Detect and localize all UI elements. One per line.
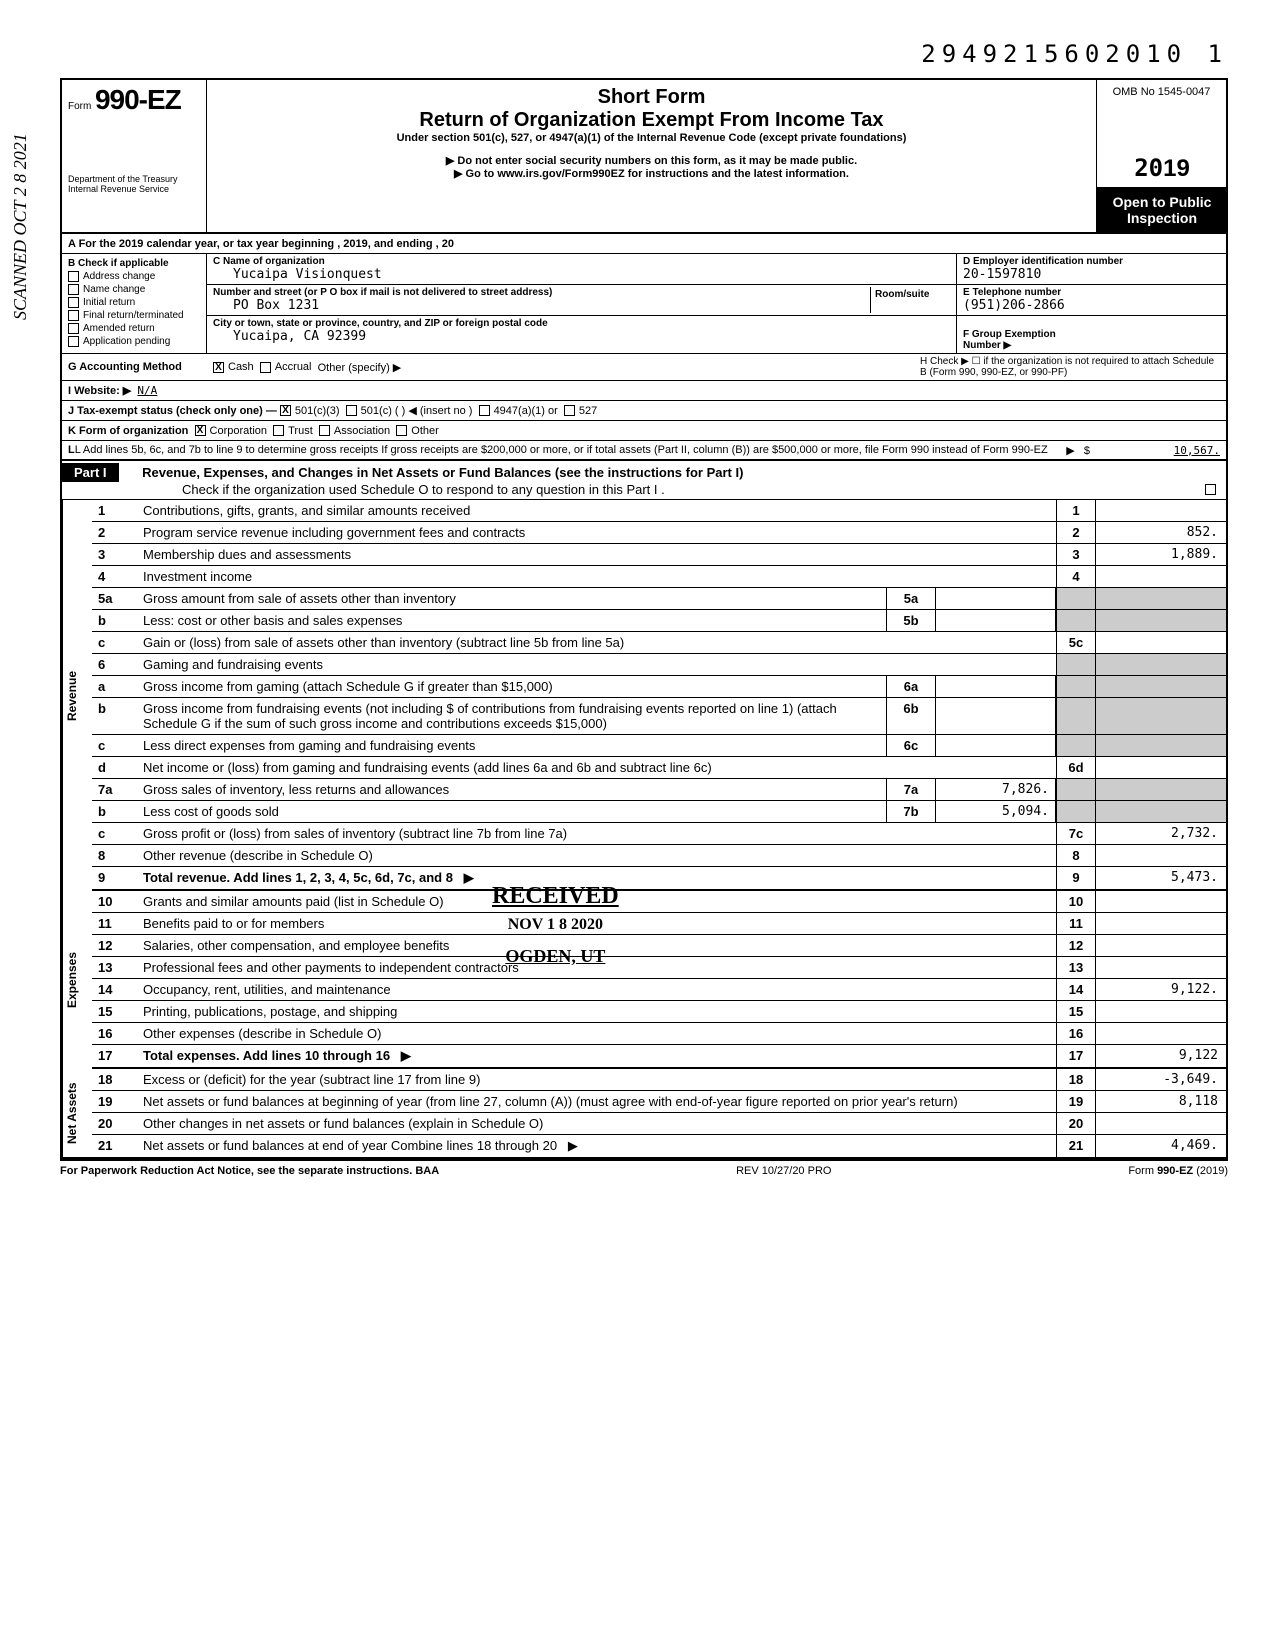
addr-value: PO Box 1231 <box>233 298 870 313</box>
right-id-section: D Employer identification number 20-1597… <box>956 254 1226 353</box>
ein-value: 20-1597810 <box>963 267 1220 282</box>
dept-text: Department of the Treasury Internal Reve… <box>68 174 200 194</box>
footer-mid: REV 10/27/20 PRO <box>736 1165 831 1177</box>
phone-value: (951)206-2866 <box>963 298 1220 313</box>
check-accrual[interactable] <box>260 362 271 373</box>
check-assoc[interactable] <box>319 425 330 436</box>
form-small-label: Form <box>68 101 91 112</box>
check-501c3[interactable] <box>280 405 291 416</box>
check-pending[interactable]: Application pending <box>68 336 200 347</box>
l-val: 10,567. <box>1090 444 1220 457</box>
ein-row: D Employer identification number 20-1597… <box>957 254 1226 285</box>
line-k: K Form of organization Corporation Trust… <box>60 421 1228 441</box>
main-title: Return of Organization Exempt From Incom… <box>217 109 1086 132</box>
year-box: 20201919 <box>1097 150 1227 188</box>
addr-label: Number and street (or P O box if mail is… <box>213 287 870 298</box>
check-cash[interactable] <box>213 362 224 373</box>
org-name-row: C Name of organization Yucaipa Visionque… <box>207 254 956 285</box>
i-label: I Website: ▶ <box>68 384 131 397</box>
org-name: Yucaipa Visionquest <box>233 267 950 282</box>
scanned-stamp: SCANNED OCT 2 8 2021 <box>10 133 31 320</box>
d-label: D Employer identification number <box>963 256 1220 267</box>
instruction-1: ▶ Do not enter social security numbers o… <box>217 154 1086 167</box>
website: N/A <box>137 384 157 397</box>
room-label: Room/suite <box>875 289 946 300</box>
form-number: 990-EZ <box>95 84 181 115</box>
form-label-box: Form 990-EZ <box>62 80 207 150</box>
revenue-section: Revenue 1Contributions, gifts, grants, a… <box>60 500 1228 891</box>
g-label: G Accounting Method <box>68 361 213 373</box>
instruction-box: ▶ Do not enter social security numbers o… <box>207 150 1096 232</box>
check-amended[interactable]: Amended return <box>68 323 200 334</box>
check-column-b: B Check if applicable Address change Nam… <box>62 254 207 353</box>
header-row-1: Form 990-EZ Short Form Return of Organiz… <box>60 78 1228 150</box>
check-final[interactable]: Final return/terminated <box>68 310 200 321</box>
check-name[interactable]: Name change <box>68 284 200 295</box>
k-label: K Form of organization <box>68 425 188 437</box>
footer: For Paperwork Reduction Act Notice, see … <box>60 1159 1228 1181</box>
j-label: J Tax-exempt status (check only one) — <box>68 405 277 417</box>
expenses-side-label: Expenses <box>62 891 92 1069</box>
open-to-public: Open to Public Inspection <box>1097 188 1227 232</box>
instruction-2: ▶ Go to www.irs.gov/Form990EZ for instru… <box>217 167 1086 180</box>
check-trust[interactable] <box>273 425 284 436</box>
part1-label: Part I <box>62 463 119 482</box>
subtitle: Under section 501(c), 527, or 4947(a)(1)… <box>217 132 1086 144</box>
expenses-section: Expenses 10Grants and similar amounts pa… <box>60 891 1228 1069</box>
dept-box: Department of the Treasury Internal Reve… <box>62 150 207 232</box>
omb-box: OMB No 1545-0047 <box>1096 80 1226 150</box>
footer-right: Form 990-EZ (2019) <box>1128 1165 1228 1177</box>
b-label: B Check if applicable <box>68 258 200 269</box>
line-j: J Tax-exempt status (check only one) — 5… <box>60 401 1228 421</box>
f-label: F Group Exemption Number ▶ <box>963 329 1056 351</box>
right-header-col: 20201919 Open to Public Inspection <box>1096 150 1226 232</box>
name-section: C Name of organization Yucaipa Visionque… <box>207 254 956 353</box>
check-address[interactable]: Address change <box>68 271 200 282</box>
part1-header: Part I Revenue, Expenses, and Changes in… <box>60 461 1228 500</box>
part1-check-text: Check if the organization used Schedule … <box>182 482 665 497</box>
top-number: 2949215602010 1 <box>60 40 1228 68</box>
footer-left: For Paperwork Reduction Act Notice, see … <box>60 1165 439 1177</box>
e-label: E Telephone number <box>963 287 1220 298</box>
netassets-side-label: Net Assets <box>62 1069 92 1157</box>
l-text: L Add lines 5b, 6c, and 7b to line 9 to … <box>75 444 1067 456</box>
line-a-text: A For the 2019 calendar year, or tax yea… <box>68 238 454 250</box>
city-value: Yucaipa, CA 92399 <box>233 329 950 344</box>
section-b-to-f: B Check if applicable Address change Nam… <box>60 254 1228 354</box>
check-other[interactable] <box>396 425 407 436</box>
check-527[interactable] <box>564 405 575 416</box>
line-i: I Website: ▶ N/A <box>60 381 1228 401</box>
revenue-side-label: Revenue <box>62 500 92 891</box>
short-form-label: Short Form <box>217 86 1086 109</box>
check-501c[interactable] <box>346 405 357 416</box>
line-g: G Accounting Method Cash Accrual Other (… <box>60 354 1228 381</box>
check-schedule-o[interactable] <box>1205 484 1216 495</box>
netassets-section: Net Assets 18Excess or (deficit) for the… <box>60 1069 1228 1159</box>
group-row: F Group Exemption Number ▶ <box>957 316 1226 353</box>
addr-row: Number and street (or P O box if mail is… <box>207 285 956 316</box>
h-text: H Check ▶ ☐ if the organization is not r… <box>920 356 1220 378</box>
line-a: A For the 2019 calendar year, or tax yea… <box>60 234 1228 254</box>
check-4947[interactable] <box>479 405 490 416</box>
header-row-2: Department of the Treasury Internal Reve… <box>60 150 1228 234</box>
line-l: L L Add lines 5b, 6c, and 7b to line 9 t… <box>60 441 1228 461</box>
phone-row: E Telephone number (951)206-2866 <box>957 285 1226 316</box>
check-initial[interactable]: Initial return <box>68 297 200 308</box>
form-page: SCANNED OCT 2 8 2021 2949215602010 1 For… <box>0 0 1288 1221</box>
title-box: Short Form Return of Organization Exempt… <box>207 80 1096 150</box>
city-row: City or town, state or province, country… <box>207 316 956 346</box>
part1-title: Revenue, Expenses, and Changes in Net As… <box>122 465 743 480</box>
check-corp[interactable] <box>195 425 206 436</box>
city-label: City or town, state or province, country… <box>213 318 950 329</box>
c-label: C Name of organization <box>213 256 950 267</box>
